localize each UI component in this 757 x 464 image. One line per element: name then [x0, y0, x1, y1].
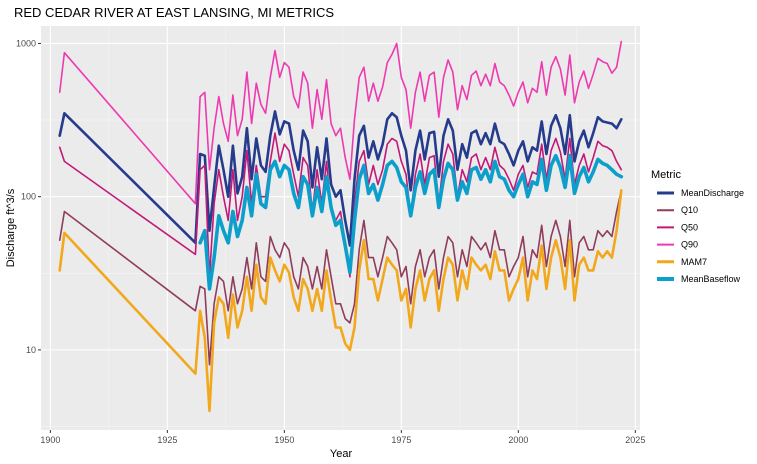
- x-axis-label: Year: [330, 448, 353, 460]
- legend-title: Metric: [651, 169, 681, 181]
- x-axis: 1900 1925 1950 1975 2000 2025: [40, 430, 645, 445]
- x-tick-label: 2000: [508, 435, 528, 445]
- grid-lines: [41, 26, 640, 430]
- x-tick-label: 1900: [40, 435, 60, 445]
- legend-label-q90: Q90: [681, 240, 698, 250]
- x-tick-label: 1925: [157, 435, 177, 445]
- legend-label-mam7: MAM7: [681, 257, 707, 267]
- y-axis-label: Discharge ft^3/s: [5, 188, 17, 267]
- series-line-meanbaseflow: [198, 153, 624, 291]
- y-tick-label: 100: [21, 192, 36, 202]
- series-line-meandischarge: [58, 110, 623, 247]
- legend-label-meandischarge: MeanDischarge: [681, 188, 744, 198]
- chart-title: RED CEDAR RIVER AT EAST LANSING, MI METR…: [14, 5, 334, 20]
- legend: Metric MeanDischarge Q10 Q50 Q90 MAM7 MeanBas…: [651, 169, 744, 284]
- legend-label-q10: Q10: [681, 205, 698, 215]
- x-tick-label: 2025: [625, 435, 645, 445]
- legend-label-q50: Q50: [681, 222, 698, 232]
- series-layer: [58, 40, 624, 413]
- x-tick-label: 1975: [391, 435, 411, 445]
- x-tick-label: 1950: [274, 435, 294, 445]
- series-line-q10: [58, 189, 623, 366]
- y-tick-label: 1000: [16, 38, 36, 48]
- legend-label-meanbaseflow: MeanBaseflow: [681, 274, 741, 284]
- y-axis: 10 100 1000: [16, 38, 41, 355]
- series-line-mam7: [58, 189, 623, 413]
- y-tick-label: 10: [26, 345, 36, 355]
- series-line-q90: [58, 40, 623, 205]
